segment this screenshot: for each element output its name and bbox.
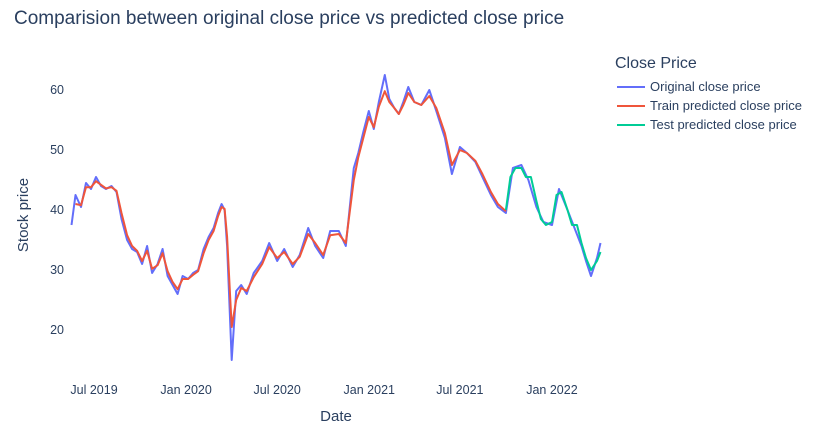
legend-item-train[interactable]: Train predicted close price: [615, 96, 802, 115]
legend-label-original: Original close price: [650, 79, 761, 94]
legend-swatch-test: [617, 123, 645, 126]
y-tick-label: 50: [50, 143, 64, 157]
x-tick-label: Jan 2022: [526, 383, 577, 397]
y-axis-title: Stock price: [15, 178, 32, 252]
y-tick-label: 60: [50, 83, 64, 97]
legend-title: Close Price: [615, 55, 697, 72]
legend: Close Price Original close price Train p…: [615, 55, 802, 134]
legend-label-train: Train predicted close price: [650, 98, 802, 113]
y-tick-label: 30: [50, 263, 64, 277]
x-tick-label: Jul 2020: [254, 383, 301, 397]
x-axis-title: Date: [320, 408, 352, 425]
series-lines: [70, 74, 602, 361]
series-line-1: [75, 90, 507, 328]
series-line-2: [504, 167, 602, 271]
legend-item-test[interactable]: Test predicted close price: [615, 115, 802, 134]
x-tick-label: Jul 2019: [70, 383, 117, 397]
x-tick-label: Jan 2020: [160, 383, 211, 397]
legend-swatch-original: [617, 85, 645, 88]
legend-swatch-train: [617, 104, 645, 107]
y-tick-label: 40: [50, 203, 64, 217]
y-axis-ticks: 20 30 40 50 60: [50, 83, 64, 337]
chart-title: Comparision between original close price…: [14, 8, 565, 29]
legend-label-test: Test predicted close price: [650, 117, 797, 132]
legend-item-original[interactable]: Original close price: [615, 77, 802, 96]
y-tick-label: 20: [50, 323, 64, 337]
series-line-0: [70, 74, 602, 361]
x-tick-label: Jul 2021: [436, 383, 483, 397]
x-tick-label: Jan 2021: [344, 383, 395, 397]
x-axis-ticks: Jul 2019 Jan 2020 Jul 2020 Jan 2021 Jul 2021…: [70, 383, 577, 397]
